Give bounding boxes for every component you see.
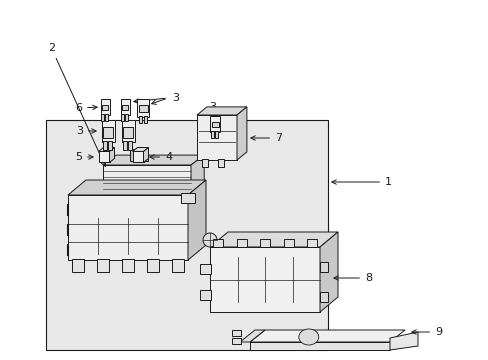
Polygon shape bbox=[209, 247, 319, 312]
Polygon shape bbox=[132, 148, 148, 152]
Bar bbox=[260, 239, 269, 247]
Bar bbox=[231, 330, 241, 336]
Polygon shape bbox=[197, 115, 237, 160]
Bar bbox=[130, 149, 148, 161]
Polygon shape bbox=[249, 342, 389, 350]
Bar bbox=[121, 120, 134, 142]
Polygon shape bbox=[237, 107, 246, 160]
Polygon shape bbox=[103, 165, 191, 195]
Text: 3: 3 bbox=[209, 102, 216, 112]
Text: 8: 8 bbox=[333, 273, 371, 283]
Bar bbox=[102, 120, 114, 142]
Bar bbox=[231, 338, 241, 344]
Bar bbox=[211, 122, 218, 127]
Text: 3: 3 bbox=[76, 126, 96, 136]
Ellipse shape bbox=[298, 329, 318, 345]
Bar bbox=[121, 114, 124, 121]
Bar bbox=[181, 193, 195, 203]
Polygon shape bbox=[68, 195, 187, 260]
Polygon shape bbox=[249, 330, 404, 342]
Bar bbox=[108, 141, 112, 150]
Bar bbox=[102, 141, 106, 150]
Polygon shape bbox=[209, 232, 337, 247]
Text: 4: 4 bbox=[149, 152, 172, 162]
Bar bbox=[218, 159, 224, 167]
Bar bbox=[200, 264, 210, 274]
Bar bbox=[97, 259, 109, 272]
Bar bbox=[202, 159, 207, 167]
Text: 9: 9 bbox=[411, 327, 441, 337]
Ellipse shape bbox=[203, 233, 217, 247]
Bar bbox=[122, 105, 128, 110]
Bar bbox=[98, 152, 109, 162]
Bar bbox=[143, 116, 146, 123]
Text: 7: 7 bbox=[250, 133, 282, 143]
Bar bbox=[122, 141, 126, 150]
Polygon shape bbox=[319, 232, 337, 312]
Bar bbox=[213, 239, 223, 247]
Bar bbox=[128, 141, 132, 150]
Bar bbox=[215, 131, 218, 138]
Polygon shape bbox=[109, 148, 114, 162]
Text: 2: 2 bbox=[48, 43, 105, 166]
Bar bbox=[102, 105, 108, 110]
Polygon shape bbox=[68, 180, 205, 195]
Polygon shape bbox=[389, 332, 417, 350]
Bar bbox=[72, 259, 84, 272]
Bar bbox=[124, 114, 127, 121]
Bar bbox=[172, 259, 183, 272]
Bar bbox=[104, 114, 107, 121]
Bar bbox=[46, 120, 327, 350]
Bar bbox=[209, 116, 220, 132]
Bar bbox=[101, 99, 109, 115]
Text: 6: 6 bbox=[75, 103, 97, 113]
Bar bbox=[319, 292, 327, 302]
Bar bbox=[103, 127, 113, 138]
Bar bbox=[319, 262, 327, 272]
Bar bbox=[137, 99, 149, 117]
Text: 5: 5 bbox=[75, 152, 93, 162]
Bar bbox=[283, 239, 293, 247]
Bar bbox=[200, 290, 210, 300]
Polygon shape bbox=[191, 155, 204, 195]
Bar bbox=[138, 105, 147, 112]
Bar bbox=[138, 116, 141, 123]
Bar bbox=[123, 127, 133, 138]
Polygon shape bbox=[103, 155, 204, 165]
Bar bbox=[210, 131, 214, 138]
Polygon shape bbox=[187, 180, 205, 260]
Bar bbox=[122, 259, 134, 272]
Text: 3: 3 bbox=[172, 93, 179, 103]
Bar bbox=[147, 259, 159, 272]
Polygon shape bbox=[240, 330, 264, 342]
Bar bbox=[236, 239, 246, 247]
Polygon shape bbox=[98, 148, 114, 152]
Bar bbox=[101, 114, 104, 121]
Text: 1: 1 bbox=[331, 177, 391, 187]
Bar bbox=[306, 239, 316, 247]
Polygon shape bbox=[143, 148, 148, 162]
Polygon shape bbox=[197, 107, 246, 115]
Bar bbox=[132, 152, 143, 162]
Bar bbox=[120, 99, 129, 115]
